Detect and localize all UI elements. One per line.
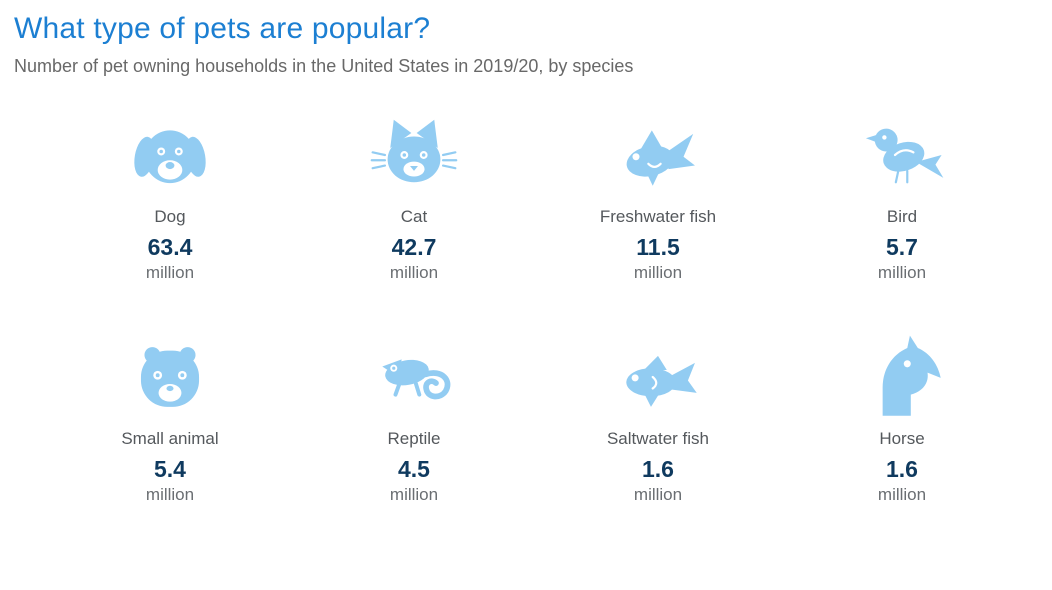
pet-card-bird: Bird 5.7 million xyxy=(780,109,1024,283)
pet-label: Reptile xyxy=(387,429,441,448)
pet-card-cat: Cat 42.7 million xyxy=(292,109,536,283)
pet-unit: million xyxy=(633,485,683,504)
pet-unit: million xyxy=(389,263,439,282)
pet-unit: million xyxy=(877,485,927,504)
header: What type of pets are popular? Number of… xyxy=(0,0,1052,77)
cat-icon xyxy=(366,109,462,199)
bird-icon xyxy=(854,109,950,199)
dog-icon xyxy=(122,109,218,199)
pet-card-reptile: Reptile 4.5 million xyxy=(292,331,536,505)
pet-unit: million xyxy=(145,485,195,504)
pet-value: 63.4 xyxy=(147,234,193,260)
saltwater-fish-icon xyxy=(610,331,706,421)
pet-unit: million xyxy=(877,263,927,282)
pet-unit: million xyxy=(389,485,439,504)
pet-card-small-animal: Small animal 5.4 million xyxy=(48,331,292,505)
pet-value: 4.5 xyxy=(398,456,430,482)
pet-value: 1.6 xyxy=(642,456,674,482)
pet-card-dog: Dog 63.4 million xyxy=(48,109,292,283)
pet-grid: Dog 63.4 million xyxy=(0,109,1052,505)
pet-label: Small animal xyxy=(121,429,219,448)
pet-label: Cat xyxy=(400,207,428,226)
pet-unit: million xyxy=(145,263,195,282)
pet-value: 5.7 xyxy=(886,234,918,260)
pet-label: Bird xyxy=(886,207,918,226)
pet-label: Horse xyxy=(879,429,925,448)
pet-label: Dog xyxy=(154,207,186,226)
pet-card-horse: Horse 1.6 million xyxy=(780,331,1024,505)
small-animal-icon xyxy=(122,331,218,421)
pet-value: 1.6 xyxy=(886,456,918,482)
pet-value: 11.5 xyxy=(636,234,680,260)
reptile-icon xyxy=(366,331,462,421)
pet-unit: million xyxy=(633,263,683,282)
page-subtitle: Number of pet owning households in the U… xyxy=(14,56,634,76)
pet-label: Saltwater fish xyxy=(606,429,710,448)
page-title: What type of pets are popular? xyxy=(14,12,431,45)
pet-value: 42.7 xyxy=(391,234,437,260)
horse-icon xyxy=(854,331,950,421)
pet-card-saltwater-fish: Saltwater fish 1.6 million xyxy=(536,331,780,505)
pet-value: 5.4 xyxy=(154,456,186,482)
freshwater-fish-icon xyxy=(610,109,706,199)
pet-card-freshwater-fish: Freshwater fish 11.5 million xyxy=(536,109,780,283)
pet-label: Freshwater fish xyxy=(599,207,717,226)
